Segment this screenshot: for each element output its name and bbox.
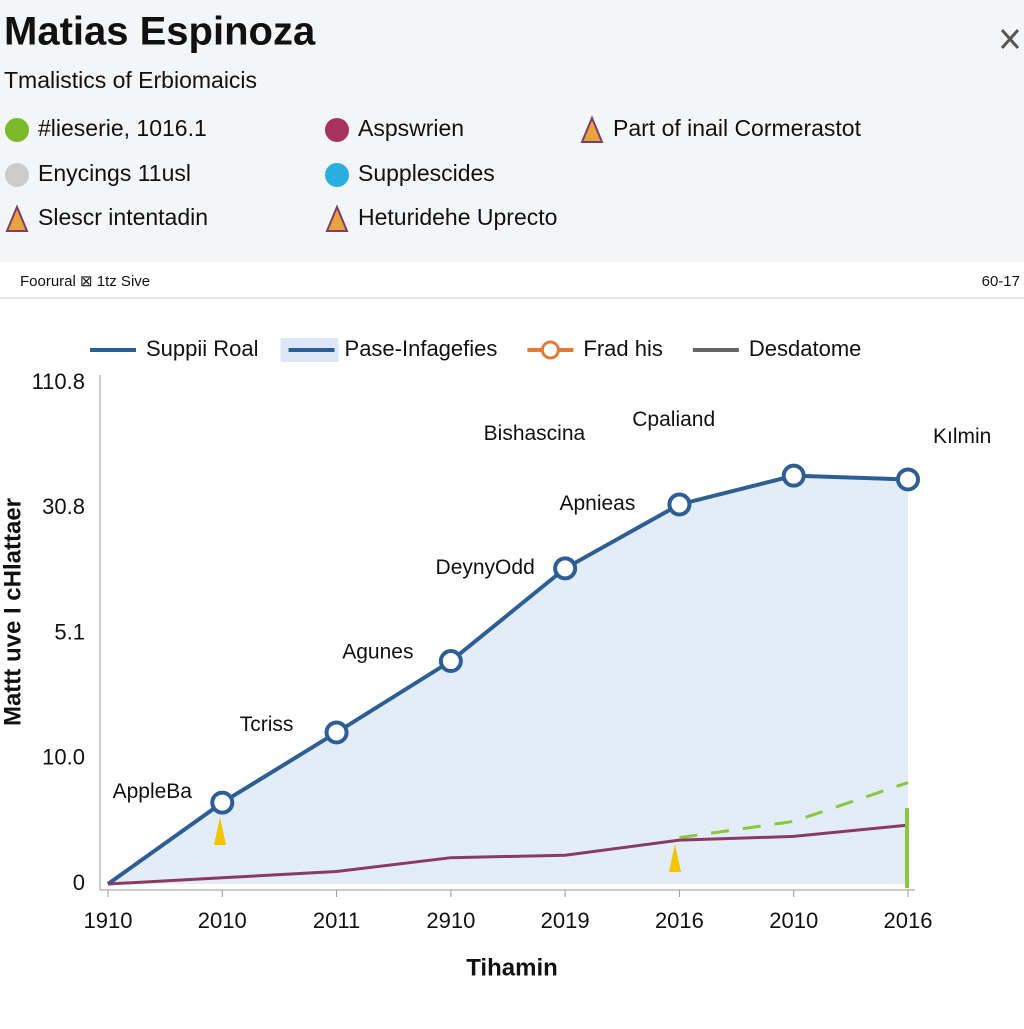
legend-swatch	[540, 340, 560, 360]
x-tick-label: 2011	[313, 908, 360, 933]
item-label: #lieserie, 1016.1	[38, 115, 207, 141]
y-axis-label: Mattt uve I cHlattaer	[0, 498, 26, 726]
point-label: Tcriss	[240, 713, 294, 736]
point-label: Agunes	[342, 641, 413, 664]
marker	[896, 467, 920, 492]
toolbar-right: 60-17	[982, 273, 1020, 290]
x-axis-label: Tihamin	[466, 954, 558, 981]
item-dot	[325, 163, 349, 187]
marker	[553, 556, 578, 581]
item-dot	[5, 118, 29, 142]
subtitle: Tmalistics of Erbiomaicis	[4, 67, 257, 93]
marker	[438, 649, 463, 674]
line	[679, 781, 909, 840]
y-tick-label: 110.8	[32, 369, 85, 394]
legend-label: Frad his	[583, 336, 662, 361]
point-label: Bishascina	[484, 422, 586, 445]
point-label: AppleBa	[113, 780, 193, 803]
legend-label: Desdatome	[749, 336, 862, 361]
y-tick-label: 30.8	[42, 494, 85, 519]
marker	[210, 790, 235, 815]
item-dot	[325, 118, 349, 142]
triangle-marker	[669, 844, 681, 872]
x-tick-label: 2019	[541, 908, 590, 933]
point-label: DeynyOdd	[436, 556, 535, 579]
x-tick-label: 2010	[769, 908, 818, 933]
y-tick-label: 0	[73, 870, 85, 895]
y-tick-label: 5.1	[54, 619, 85, 644]
item-label: Supplescides	[358, 160, 495, 186]
point-label: Cpaliand	[632, 408, 715, 431]
item-label: Aspswrien	[358, 115, 464, 141]
area	[108, 475, 908, 884]
marker	[324, 720, 349, 745]
x-tick-label: 2016	[655, 908, 704, 933]
point-label: Apnieas	[559, 492, 635, 515]
x-tick-label: 2010	[198, 908, 247, 933]
item-label: Part of inail Cormerastot	[613, 115, 862, 141]
point-label: Kılmin	[933, 425, 991, 448]
x-tick-label: 2910	[426, 908, 475, 933]
legend-label: Suppii Roal	[146, 336, 259, 361]
item-label: Enycings 11usl	[38, 160, 191, 186]
close-button[interactable]	[1000, 29, 1020, 49]
item-label: Heturidehe Uprecto	[358, 204, 557, 230]
legend-label: Pase-Infagefies	[345, 336, 498, 361]
item-icon	[580, 115, 604, 143]
title: Matias Espinoza	[4, 10, 316, 54]
header-bg	[0, 0, 1024, 262]
y-tick-label: 10.0	[42, 745, 85, 770]
marker	[667, 492, 692, 517]
x-tick-label: 2016	[884, 908, 933, 933]
item-label: Slescr intentadin	[38, 204, 208, 230]
item-icon	[5, 204, 29, 232]
toolbar-left: Foorural ⊠ 1tz Sive	[20, 273, 150, 290]
line	[107, 823, 909, 886]
marker	[781, 463, 806, 488]
close-icon[interactable]	[1000, 29, 1020, 49]
item-icon	[325, 204, 349, 232]
line	[106, 473, 909, 886]
x-tick-label: 1910	[84, 908, 133, 933]
triangle-marker	[214, 817, 226, 845]
item-dot	[5, 163, 29, 187]
